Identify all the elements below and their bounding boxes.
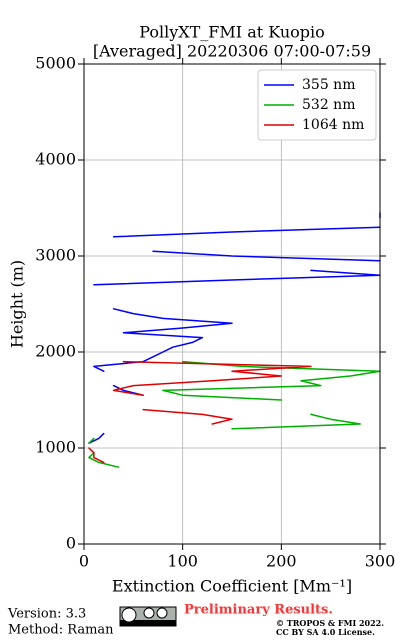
y-tick-label: 5000 <box>35 54 76 73</box>
legend: 355 nm 532 nm 1064 nm <box>257 69 377 141</box>
x-axis-label: Extinction Coefficient [Mm⁻¹] <box>112 577 352 596</box>
legend-label: 355 nm <box>302 77 355 93</box>
profile-line <box>88 360 312 464</box>
version: Version: 3.3 <box>7 607 86 622</box>
profile-line <box>88 212 381 444</box>
x-tick-label: 200 <box>266 552 297 571</box>
y-tick-label: 3000 <box>35 246 76 265</box>
plot-frame <box>83 63 381 545</box>
x-tick-label: 0 <box>79 552 89 571</box>
chart-title: PollyXT_FMI at Kuopio <box>139 23 325 42</box>
y-tick-label: 0 <box>66 534 76 553</box>
legend-label: 1064 nm <box>302 117 364 133</box>
x-tick-label: 100 <box>167 552 198 571</box>
preliminary-label: Preliminary Results. <box>184 603 333 618</box>
y-tick-label: 1000 <box>35 438 76 457</box>
license: CC BY SA 4.0 License. <box>276 627 375 637</box>
cc-logo <box>119 606 177 627</box>
legend-box <box>257 69 377 141</box>
profile-line <box>88 360 381 468</box>
y-tick-label: 4000 <box>35 150 76 169</box>
legend-label: 532 nm <box>302 97 355 113</box>
x-tick-label: 300 <box>365 552 396 571</box>
y-tick-label: 2000 <box>35 342 76 361</box>
method: Method: Raman <box>8 623 114 638</box>
chart-subtitle: [Averaged] 20220306 07:00-07:59 <box>93 42 371 61</box>
y-axis-label: Height (m) <box>8 260 27 348</box>
copyright: © TROPOS & FMI 2022. <box>276 618 384 628</box>
